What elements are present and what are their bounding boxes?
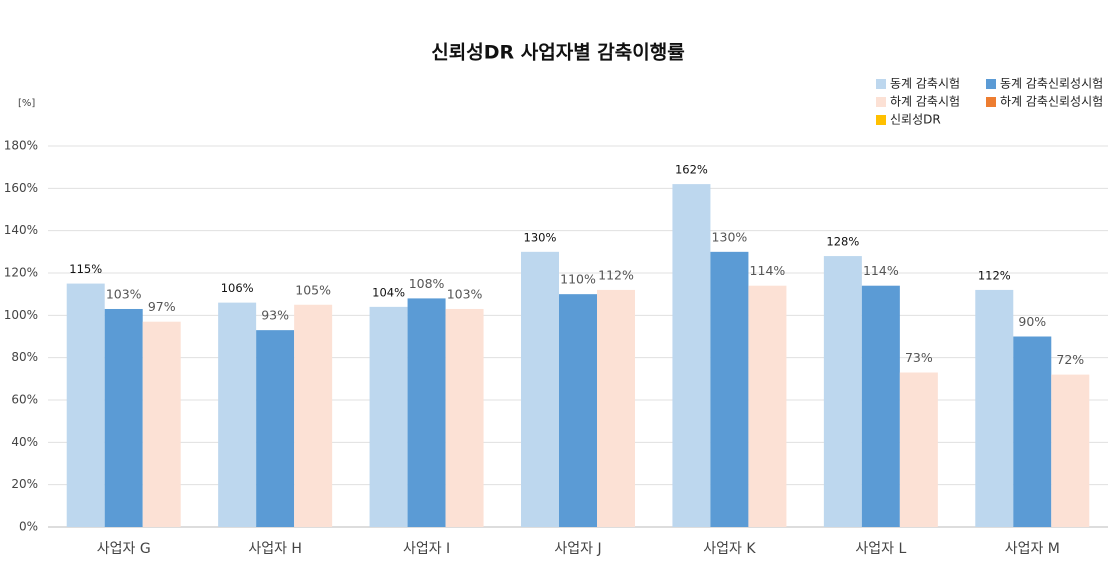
x-tick-label: 사업자 K — [703, 541, 756, 557]
legend-swatch — [876, 115, 886, 125]
data-label: 103% — [106, 286, 142, 301]
bar — [294, 304, 333, 527]
data-label: 110% — [560, 272, 596, 287]
bar — [710, 251, 749, 528]
bar — [104, 308, 143, 527]
chart-title: 신뢰성DR 사업자별 감축이행률 — [431, 42, 684, 64]
y-tick-label: 120% — [4, 266, 38, 280]
y-unit-label: [%] — [18, 98, 35, 109]
data-label: 104% — [372, 285, 405, 299]
bar — [823, 256, 862, 527]
data-label: 112% — [978, 268, 1011, 282]
bar — [1013, 336, 1052, 527]
bar — [748, 285, 787, 527]
data-label: 162% — [675, 163, 708, 177]
data-label: 114% — [863, 263, 899, 278]
data-label: 97% — [148, 299, 176, 314]
bar — [861, 285, 900, 527]
bar — [256, 330, 295, 527]
y-tick-label: 100% — [4, 308, 38, 322]
legend-label: 동계 감축시험 — [890, 77, 960, 91]
data-label: 105% — [295, 282, 331, 297]
data-label: 103% — [447, 286, 483, 301]
data-label: 93% — [261, 308, 289, 323]
data-label: 115% — [69, 262, 102, 276]
bar — [597, 289, 635, 527]
legend-swatch — [876, 97, 886, 107]
bar — [369, 306, 408, 527]
bar — [975, 289, 1014, 527]
y-tick-label: 80% — [11, 350, 38, 364]
y-tick-label: 20% — [11, 477, 38, 491]
bar — [218, 302, 257, 527]
y-tick-label: 180% — [4, 139, 38, 153]
y-tick-label: 160% — [4, 181, 38, 195]
bar — [521, 251, 559, 528]
legend-swatch — [986, 97, 996, 107]
y-tick-label: 140% — [4, 223, 38, 237]
data-label: 130% — [524, 230, 557, 244]
data-label: 108% — [409, 276, 445, 291]
x-tick-label: 사업자 I — [403, 541, 450, 557]
bar — [559, 294, 597, 527]
bar — [142, 321, 181, 527]
legend-label: 하계 감축신뢰성시험 — [1000, 95, 1103, 109]
bar — [1051, 374, 1090, 527]
y-tick-label: 60% — [11, 393, 38, 407]
y-tick-label: 0% — [19, 520, 38, 534]
legend-label: 하계 감축시험 — [890, 95, 960, 109]
bar — [899, 372, 938, 527]
bar — [445, 308, 484, 527]
data-label: 130% — [712, 229, 748, 244]
data-label: 90% — [1018, 314, 1046, 329]
x-tick-label: 사업자 M — [1005, 541, 1060, 557]
data-label: 114% — [750, 263, 786, 278]
legend-swatch — [876, 79, 886, 89]
x-tick-label: 사업자 H — [248, 541, 302, 557]
x-tick-label: 사업자 G — [97, 541, 151, 557]
data-label: 106% — [221, 281, 254, 295]
data-label: 128% — [826, 235, 859, 249]
x-tick-label: 사업자 J — [554, 541, 601, 557]
data-label: 112% — [598, 267, 634, 282]
bar — [407, 298, 446, 527]
data-label: 73% — [905, 350, 933, 365]
legend-swatch — [986, 79, 996, 89]
bar — [672, 184, 711, 527]
legend-label: 신뢰성DR — [890, 113, 941, 127]
data-label: 72% — [1056, 352, 1084, 367]
bar — [66, 283, 105, 527]
x-tick-label: 사업자 L — [855, 541, 906, 557]
legend-label: 동계 감축신뢰성시험 — [1000, 77, 1103, 91]
y-tick-label: 40% — [11, 435, 38, 449]
